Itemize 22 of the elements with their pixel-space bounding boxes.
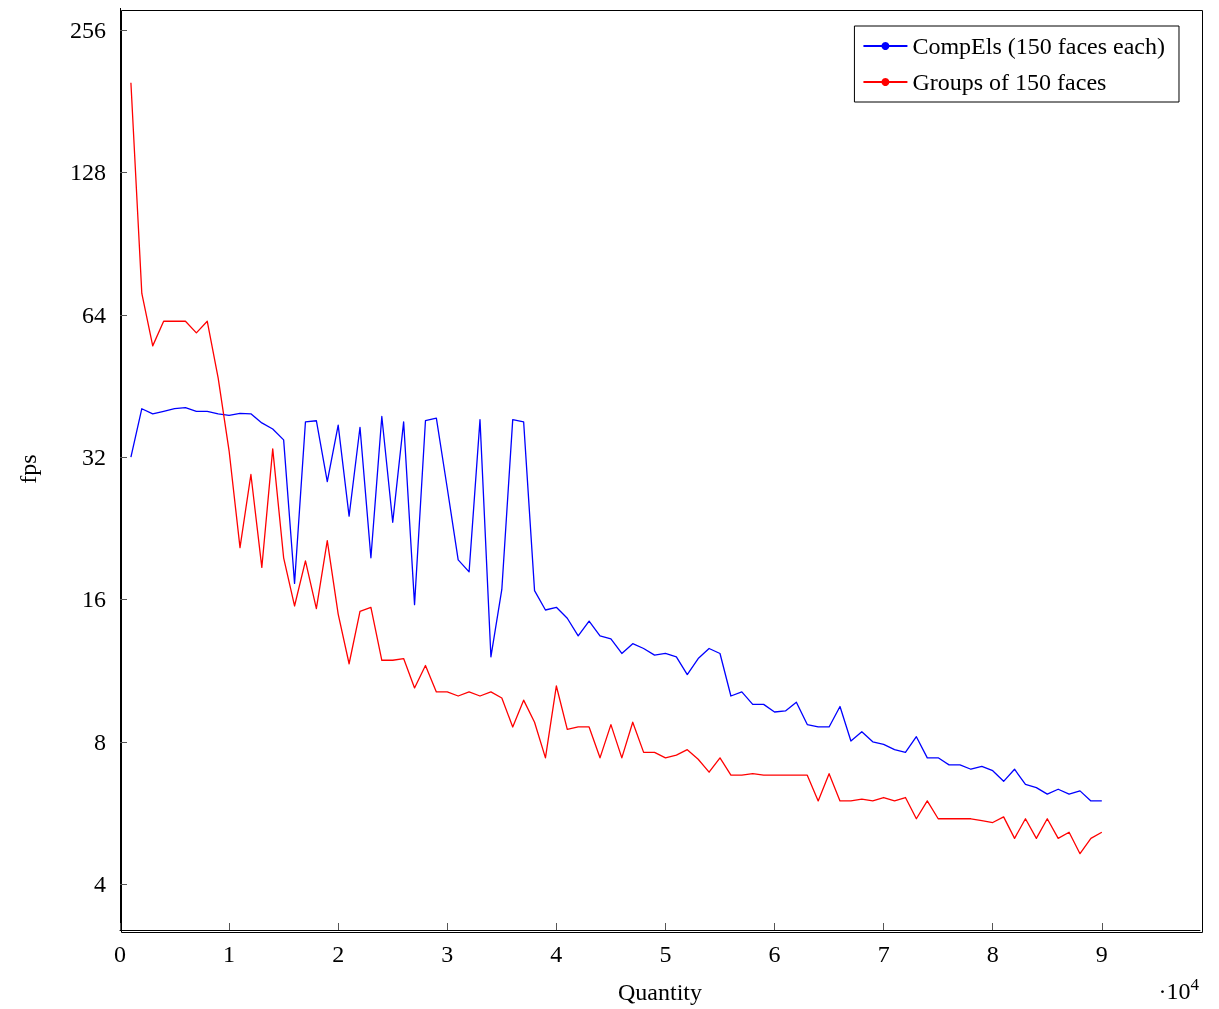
x-tick-label: 5 <box>659 941 672 967</box>
x-tick-label: 0 <box>114 941 126 967</box>
y-tick-label: 8 <box>94 728 106 755</box>
y-tick-label: 32 <box>82 444 106 471</box>
x-tick-label: 3 <box>441 941 454 967</box>
x-axis-title: Quantity <box>618 979 702 1005</box>
y-tick-label: 256 <box>70 17 106 44</box>
line-series <box>130 407 1103 802</box>
y-tick-label: 4 <box>94 871 106 898</box>
y-axis-title: fps <box>15 454 41 484</box>
x-tick-label: 6 <box>768 941 781 967</box>
x-tick-label: 2 <box>332 941 345 967</box>
x-tick-label: 1 <box>223 941 236 967</box>
x-tick-label: 9 <box>1095 941 1108 967</box>
y-tick-label: 16 <box>82 586 106 613</box>
x-tick-label: 4 <box>550 941 563 967</box>
legend-label: CompEls (150 faces each) <box>912 33 1165 59</box>
x-tick-label: 7 <box>877 941 890 967</box>
legend-label: Groups of 150 faces <box>912 69 1107 95</box>
y-tick-label: 64 <box>82 301 106 328</box>
x-tick-label: 8 <box>986 941 999 967</box>
y-tick-label: 128 <box>70 159 106 186</box>
